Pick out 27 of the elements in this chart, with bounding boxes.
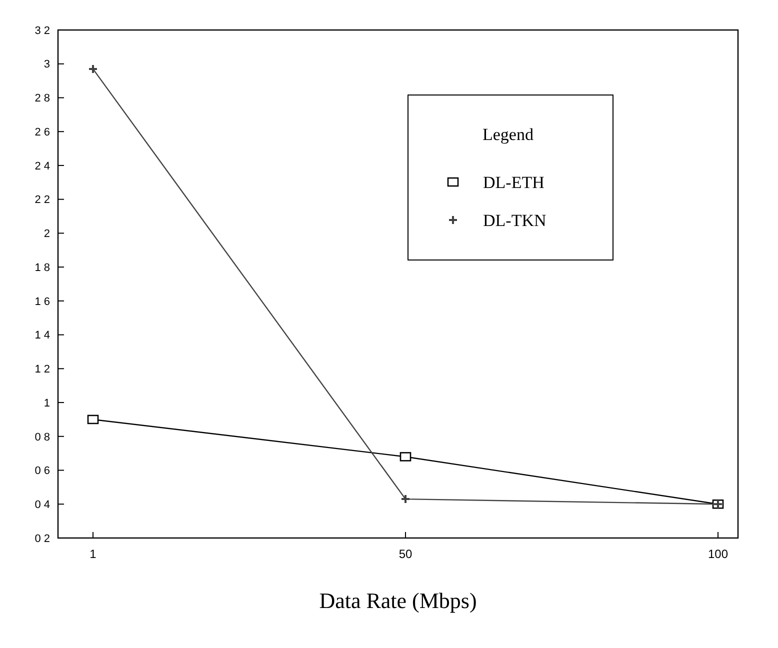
point — [400, 452, 412, 462]
y-tick-label: 0 8 — [34, 431, 50, 444]
y-tick-label: 0 4 — [34, 498, 50, 511]
y-tick-label: 1 6 — [34, 296, 50, 308]
point — [87, 414, 99, 424]
point — [89, 64, 97, 73]
point — [402, 495, 410, 504]
x-axis-title: Data Rate (Mbps) — [319, 588, 477, 613]
y-tick-label: 1 4 — [34, 330, 50, 342]
y-tick-label: 2 6 — [34, 126, 50, 138]
y-tick-label: 2 2 — [34, 194, 50, 206]
y-tick-label: 2 4 — [34, 160, 50, 172]
legend-label: DL-ETH — [483, 172, 544, 192]
y-tick-label: 1 2 — [34, 364, 50, 376]
y-tick-label: 3 2 — [34, 24, 50, 37]
legend-label: DL-TKN — [483, 210, 546, 230]
x-tick-label: 50 — [398, 547, 412, 561]
y-tick-label: 0 6 — [34, 465, 50, 478]
y-tick-label: 0 2 — [34, 532, 50, 545]
x-tick-label: 1 — [90, 547, 97, 561]
y-tick-label: 1 — [44, 397, 50, 410]
y-tick-label: 2 — [44, 228, 50, 240]
y-tick-label: 2 8 — [34, 92, 50, 105]
y-tick-label: 3 — [44, 58, 50, 71]
legend-title: Legend — [482, 125, 534, 144]
y-tick-label: 1 8 — [34, 262, 50, 274]
x-tick-label: 100 — [708, 547, 728, 561]
